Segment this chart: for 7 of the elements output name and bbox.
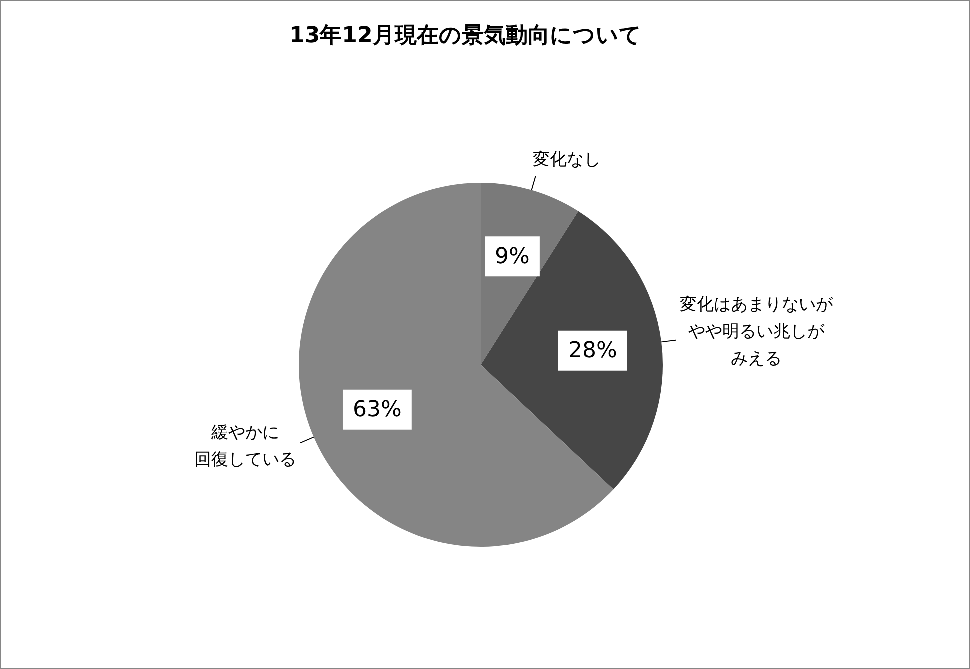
slice-label: 変化なし: [532, 150, 601, 170]
slice-label: 緩やかに回復している: [194, 422, 297, 470]
slice-label: 変化はあまりないがやや明るい兆しがみえる: [680, 294, 834, 369]
chart-title: 13年12月現在の景気動向について: [290, 24, 642, 49]
data-label: 28%: [568, 338, 618, 364]
data-label: 63%: [352, 398, 402, 423]
data-label: 9%: [495, 244, 530, 270]
